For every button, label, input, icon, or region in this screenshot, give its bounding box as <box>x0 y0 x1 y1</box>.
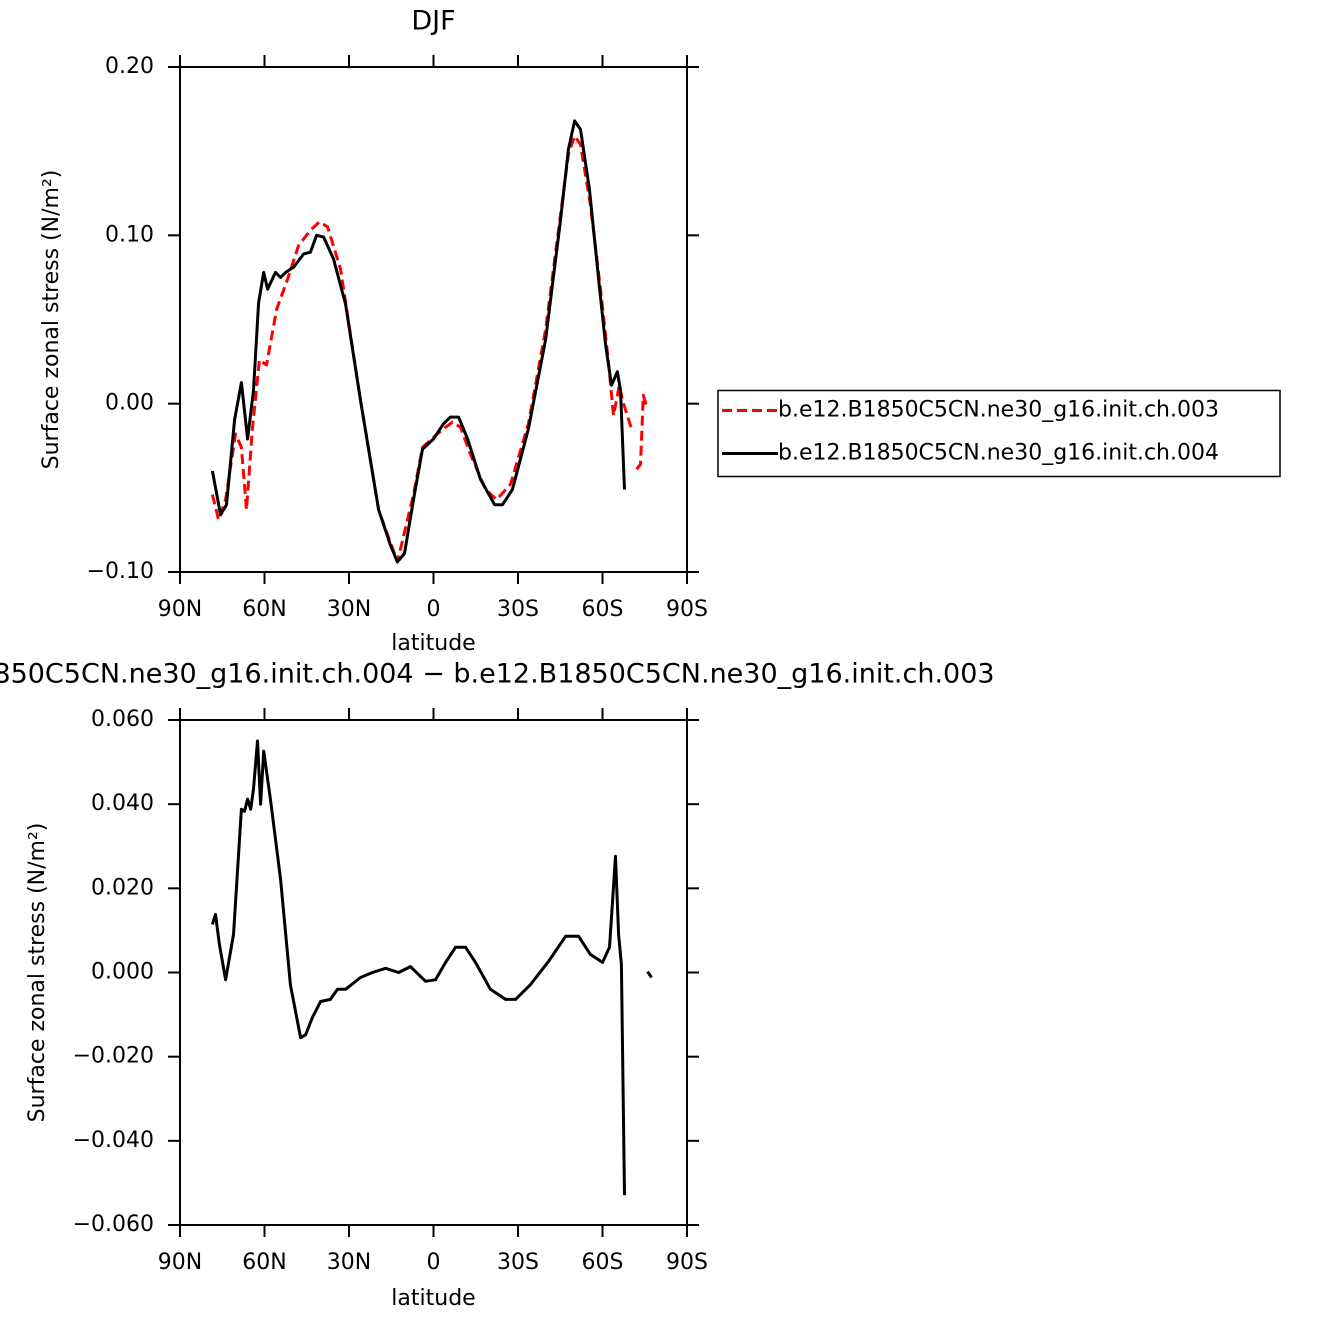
y-tick-label: 0.00 <box>105 391 154 416</box>
x-tick-label: 60N <box>242 1250 286 1275</box>
y-tick-label: 0.20 <box>105 54 154 79</box>
y-tick-label: 0.040 <box>91 791 154 816</box>
legend-label: b.e12.B1850C5CN.ne30_g16.init.ch.004 <box>778 441 1219 466</box>
y-axis-label: Surface zonal stress (N/m²) <box>39 170 64 470</box>
y-tick-label: −0.020 <box>73 1044 154 1069</box>
x-tick-label: 30N <box>327 597 371 622</box>
x-tick-label: 0 <box>427 597 441 622</box>
y-tick-label: −0.060 <box>73 1212 154 1237</box>
x-tick-label: 90N <box>158 597 202 622</box>
data-line <box>210 134 651 564</box>
data-line <box>210 119 626 564</box>
plot-frame <box>179 66 688 573</box>
x-tick-label: 30S <box>497 1250 539 1275</box>
x-axis-label: latitude <box>391 1286 475 1311</box>
x-tick-label: 30S <box>497 597 539 622</box>
chart-title: b.e12.B1850C5CN.ne30_g16.init.ch.004 − b… <box>0 659 995 690</box>
y-tick-label: −0.10 <box>87 559 154 584</box>
x-tick-label: 90N <box>158 1250 202 1275</box>
x-tick-label: 90S <box>666 597 708 622</box>
x-tick-label: 30N <box>327 1250 371 1275</box>
y-tick-label: −0.040 <box>73 1128 154 1153</box>
y-tick-label: 0.020 <box>91 875 154 900</box>
data-line <box>210 739 653 1196</box>
x-tick-label: 90S <box>666 1250 708 1275</box>
legend-label: b.e12.B1850C5CN.ne30_g16.init.ch.003 <box>778 398 1219 423</box>
y-axis-label: Surface zonal stress (N/m²) <box>25 823 50 1123</box>
x-tick-label: 60S <box>582 597 624 622</box>
x-tick-label: 60S <box>582 1250 624 1275</box>
plot-frame <box>179 719 688 1226</box>
x-tick-label: 0 <box>427 1250 441 1275</box>
chart-title: DJF <box>411 6 455 37</box>
y-tick-label: 0.000 <box>91 960 154 985</box>
x-axis-label: latitude <box>391 631 475 656</box>
y-tick-label: 0.10 <box>105 222 154 247</box>
x-tick-label: 60N <box>242 597 286 622</box>
legend-box <box>717 389 1281 478</box>
y-tick-label: 0.060 <box>91 707 154 732</box>
